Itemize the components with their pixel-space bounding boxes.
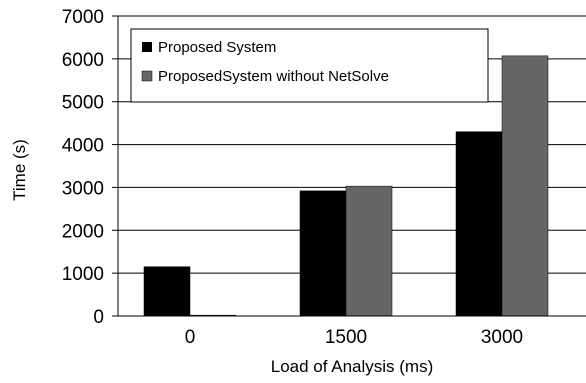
- x-tick-label: 1500: [325, 327, 367, 348]
- bar-without-netsolve-1500: [345, 185, 393, 317]
- axes: [117, 16, 586, 317]
- bars: [143, 55, 549, 317]
- legend-swatch-proposed-system: [142, 42, 152, 52]
- bar-proposed-system-1500: [299, 190, 347, 317]
- legend-label-without-netsolve: ProposedSystem without NetSolve: [158, 68, 389, 85]
- x-tick-label: 0: [185, 327, 196, 348]
- y-tick-label: 5000: [62, 93, 104, 114]
- bar-proposed-system-0: [143, 266, 191, 317]
- legend-swatch-without-netsolve: [141, 70, 153, 82]
- y-tick-label: 1000: [62, 264, 104, 285]
- y-tick-label: 7000: [62, 7, 104, 28]
- y-tick-label: 0: [93, 307, 104, 328]
- y-tick-label: 2000: [62, 221, 104, 242]
- legend-label-proposed-system: Proposed System: [158, 39, 276, 56]
- x-tick-label: 3000: [481, 327, 523, 348]
- y-tick-label: 3000: [62, 178, 104, 199]
- y-tick-label: 4000: [62, 136, 104, 157]
- y-tick-labels: 0 1000 2000 3000 4000 5000 6000 7000: [62, 7, 118, 328]
- bar-proposed-system-3000: [455, 131, 503, 317]
- y-tick-label: 6000: [62, 50, 104, 71]
- x-tick-labels: 0 1500 3000: [185, 327, 523, 348]
- legend: Proposed System ProposedSystem without N…: [130, 28, 489, 103]
- y-axis-title: Time (s): [10, 139, 29, 201]
- bar-without-netsolve-3000: [501, 55, 549, 317]
- x-axis-title: Load of Analysis (ms): [271, 357, 434, 376]
- legend-box: [130, 28, 489, 103]
